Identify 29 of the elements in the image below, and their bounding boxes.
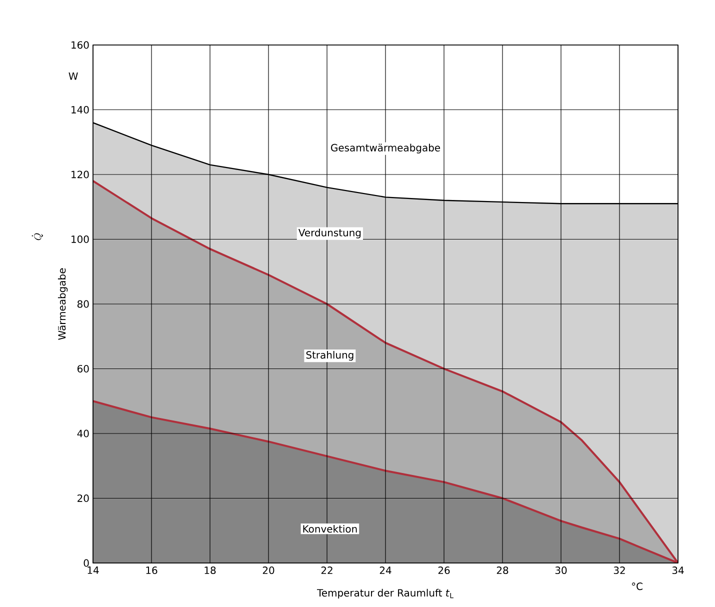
- y-tick-label: 100: [72, 235, 89, 244]
- annotation: Strahlung: [306, 350, 354, 361]
- annotation: Gesamtwärmeabgabe: [331, 144, 440, 154]
- y-tick-label: 80: [77, 300, 89, 308]
- y-tick-label: 0: [84, 559, 89, 567]
- y-tick-label: 20: [78, 494, 89, 502]
- x-axis-title: Temperatur der Raumluft t$_{L}$: [316, 588, 454, 599]
- x-tick-label: 32: [614, 566, 625, 574]
- y-axis-title: Wärmeabgabe: [58, 268, 68, 340]
- x-tick-label: 26: [438, 566, 450, 574]
- x-tick-label: 28: [496, 566, 508, 574]
- text: W: [68, 72, 78, 80]
- y-tick-label: 60: [78, 364, 89, 373]
- y-tick-label: 120: [72, 170, 89, 178]
- y-tick-label: 140: [72, 106, 89, 114]
- x-tick-label: 14: [88, 566, 99, 574]
- x-tick-label: 16: [146, 566, 158, 574]
- text: $\dot{Q}$: [32, 233, 43, 240]
- x-tick-label: 18: [204, 566, 216, 574]
- annotation: Konvektion: [303, 524, 357, 533]
- text: °C: [632, 582, 642, 590]
- x-tick-label: 24: [380, 566, 392, 574]
- x-tick-label: 34: [672, 566, 684, 574]
- x-tick-label: 20: [262, 566, 274, 574]
- x-tick-label: 30: [555, 566, 567, 574]
- annotation: Verdunstung: [298, 228, 361, 238]
- y-tick-label: 160: [72, 41, 89, 49]
- y-tick-label: 40: [77, 430, 89, 438]
- x-tick-label: 22: [321, 566, 332, 574]
